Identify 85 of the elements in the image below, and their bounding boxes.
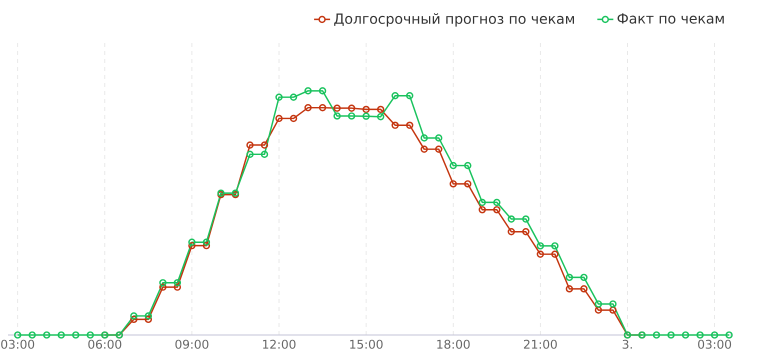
point: [362, 112, 370, 120]
point: [86, 331, 94, 339]
point: [58, 331, 65, 339]
point: [493, 206, 500, 214]
point: [159, 283, 167, 291]
point: [348, 112, 356, 120]
point: [246, 150, 254, 158]
point: [260, 141, 268, 149]
point: [202, 242, 210, 250]
point: [362, 106, 370, 114]
point: [348, 104, 356, 112]
point: [304, 87, 312, 94]
point: [594, 300, 602, 308]
legend-label: Факт по чекам: [618, 13, 724, 24]
point: [682, 331, 690, 339]
point: [392, 92, 399, 100]
x-tick-label: 18:00: [437, 340, 470, 349]
point: [566, 274, 574, 282]
point: [536, 242, 544, 250]
x-tick-label: 3.: [622, 340, 632, 349]
point: [275, 94, 283, 101]
point: [130, 316, 138, 324]
point: [144, 316, 152, 324]
point: [202, 238, 210, 246]
point: [130, 312, 138, 320]
point: [406, 92, 414, 100]
point: [72, 331, 80, 339]
point: [696, 331, 704, 339]
point: [406, 122, 414, 129]
point: [188, 242, 196, 250]
x-tick-label: 06:00: [88, 340, 122, 349]
x-tick-label: 09:00: [175, 340, 208, 349]
point: [522, 228, 530, 236]
point: [43, 331, 50, 339]
x-tick-label: 03:00: [1, 340, 34, 349]
point: [376, 106, 384, 114]
point: [420, 134, 428, 142]
x-tick-label: 03:00: [698, 340, 732, 349]
point: [392, 122, 399, 129]
point: [275, 114, 283, 122]
point: [450, 180, 457, 188]
point: [580, 285, 588, 293]
point: [594, 306, 602, 314]
point: [609, 300, 617, 308]
point: [260, 150, 268, 158]
point: [174, 279, 182, 286]
point: [652, 331, 660, 339]
point: [566, 285, 574, 293]
point: [333, 112, 341, 120]
x-tick-label: 15:00: [350, 340, 383, 349]
point: [493, 198, 500, 206]
point: [290, 114, 298, 122]
x-tick-label: 12:00: [263, 340, 296, 349]
legend-label: Долгосрочный прогноз по чекам: [334, 13, 574, 27]
point: [464, 180, 472, 188]
point: [478, 206, 486, 214]
point: [710, 331, 718, 339]
point: [522, 215, 530, 223]
point: [333, 104, 341, 112]
point: [580, 274, 588, 282]
point: [536, 250, 544, 258]
point: [144, 312, 152, 320]
point: [464, 162, 472, 170]
point: [435, 146, 442, 153]
point: [609, 306, 617, 314]
x-tick-label: 21:00: [524, 340, 557, 349]
point: [28, 331, 36, 339]
point: [667, 331, 675, 339]
point: [450, 162, 457, 170]
point: [290, 94, 298, 101]
point: [551, 242, 559, 250]
point: [551, 250, 559, 258]
point: [159, 279, 167, 286]
point: [174, 283, 182, 291]
point: [318, 104, 326, 112]
point: [188, 238, 196, 246]
point: [420, 146, 428, 153]
point: [435, 134, 442, 142]
point: [508, 215, 515, 223]
point: [376, 113, 384, 120]
point: [508, 228, 515, 236]
point: [478, 198, 486, 206]
point: [318, 87, 326, 94]
point: [304, 104, 312, 112]
point: [246, 141, 254, 149]
